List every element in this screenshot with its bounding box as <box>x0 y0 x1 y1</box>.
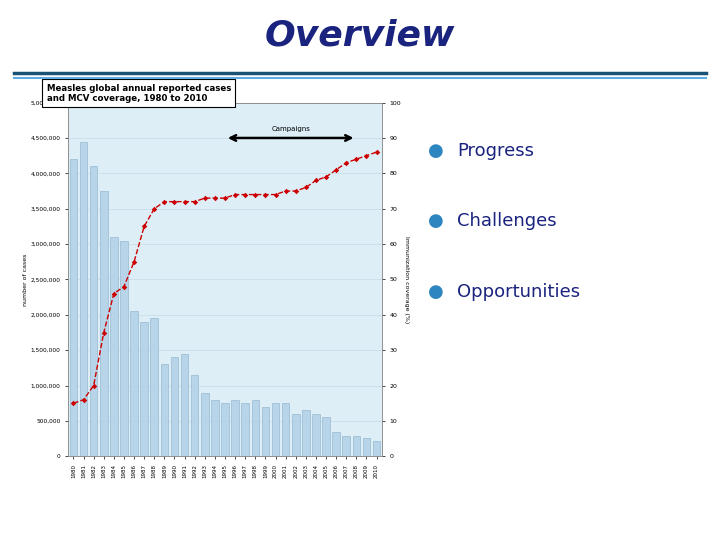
Y-axis label: Immunization coverage (%): Immunization coverage (%) <box>404 236 409 323</box>
Bar <box>70 159 77 456</box>
Bar <box>312 414 320 456</box>
Text: Campaigns: Campaigns <box>271 126 310 132</box>
Bar <box>353 436 360 456</box>
Text: Progress: Progress <box>457 142 534 160</box>
Text: ●: ● <box>428 142 444 160</box>
Bar <box>343 436 350 456</box>
Bar <box>231 400 239 456</box>
Bar <box>373 441 380 456</box>
Y-axis label: number of cases: number of cases <box>23 253 28 306</box>
Bar <box>110 237 117 456</box>
Bar <box>171 357 179 456</box>
Bar <box>241 403 249 456</box>
Bar <box>120 240 127 456</box>
Bar <box>80 141 87 456</box>
Bar <box>333 431 340 456</box>
Bar <box>323 417 330 456</box>
Text: Measles global annual reported cases
and MCV coverage, 1980 to 2010: Measles global annual reported cases and… <box>47 84 231 103</box>
Bar <box>251 400 259 456</box>
Text: unicef: unicef <box>47 505 109 523</box>
Bar <box>150 319 158 456</box>
Bar <box>100 191 107 456</box>
Bar <box>271 403 279 456</box>
Bar <box>363 438 370 456</box>
Text: ●: ● <box>428 212 444 231</box>
Bar <box>221 403 229 456</box>
Bar <box>201 393 209 456</box>
Text: Overview: Overview <box>265 19 455 53</box>
Bar <box>130 311 138 456</box>
Bar <box>302 410 310 456</box>
Bar <box>161 364 168 456</box>
Bar <box>191 375 199 456</box>
Text: Challenges: Challenges <box>457 212 557 231</box>
Bar <box>140 322 148 456</box>
Text: 3 |: 3 | <box>18 509 34 520</box>
Text: Opportunities: Opportunities <box>457 282 580 301</box>
Bar <box>292 414 300 456</box>
Bar <box>261 407 269 456</box>
Text: Organization: Organization <box>504 521 590 534</box>
Bar <box>90 166 97 456</box>
Text: ●: ● <box>428 282 444 301</box>
Bar <box>211 400 219 456</box>
Bar <box>181 354 189 456</box>
Bar <box>282 403 289 456</box>
Text: World Health: World Health <box>504 500 591 513</box>
